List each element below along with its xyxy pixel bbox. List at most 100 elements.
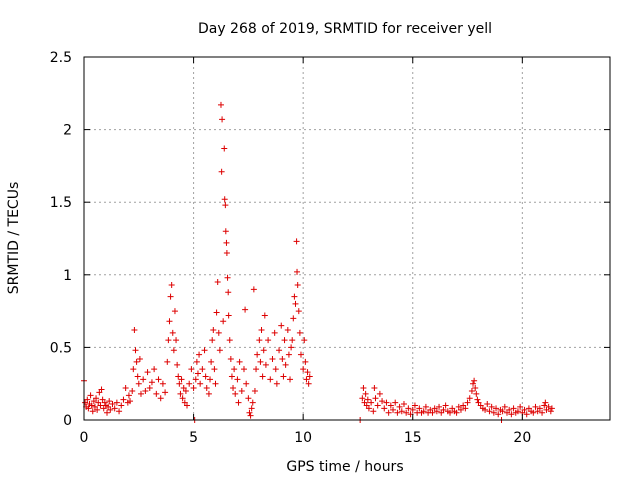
data-point	[146, 385, 153, 392]
x-tick-label: 10	[294, 430, 312, 446]
data-point	[517, 403, 524, 410]
grid	[84, 57, 610, 420]
data-point	[87, 392, 94, 399]
data-point	[482, 406, 489, 413]
data-point	[151, 366, 158, 373]
data-point	[473, 390, 480, 397]
y-tick-label: 1.5	[50, 195, 72, 211]
data-point	[490, 409, 497, 416]
data-point	[466, 395, 473, 402]
data-point	[510, 405, 517, 412]
data-point	[175, 373, 182, 380]
data-point	[532, 403, 539, 410]
data-point	[101, 399, 108, 406]
data-point	[155, 376, 162, 383]
data-point	[292, 300, 299, 307]
data-point	[295, 308, 302, 315]
data-point	[211, 366, 218, 373]
data-point	[89, 408, 96, 415]
data-point	[376, 390, 383, 397]
data-point	[253, 366, 260, 373]
data-point	[302, 358, 309, 365]
data-point	[501, 403, 508, 410]
data-point	[409, 406, 416, 413]
data-point	[265, 337, 272, 344]
data-point	[403, 409, 410, 416]
data-point	[294, 268, 301, 275]
data-point	[169, 329, 176, 336]
data-point	[168, 281, 175, 288]
data-point	[137, 390, 144, 397]
data-point	[240, 366, 247, 373]
y-tick-label: 0.5	[50, 340, 72, 356]
data-point	[400, 401, 407, 408]
data-point	[194, 370, 201, 377]
data-point	[242, 306, 249, 313]
data-point	[440, 406, 447, 413]
data-point	[127, 398, 134, 405]
data-point	[134, 373, 141, 380]
data-point	[392, 399, 399, 406]
data-point	[530, 409, 537, 416]
data-point	[218, 168, 225, 175]
data-point	[203, 385, 210, 392]
data-point	[257, 358, 264, 365]
data-point	[201, 347, 208, 354]
data-point	[248, 405, 255, 412]
data-point	[499, 408, 506, 415]
data-point	[171, 308, 178, 315]
data-point	[178, 376, 185, 383]
data-point	[217, 101, 224, 108]
data-point	[269, 356, 276, 363]
data-point	[228, 373, 235, 380]
data-point	[296, 329, 303, 336]
data-point	[97, 402, 104, 409]
data-point	[548, 405, 555, 412]
data-point	[545, 403, 552, 410]
y-tick-label: 2.5	[50, 50, 72, 66]
data-point	[182, 387, 189, 394]
data-point	[238, 387, 245, 394]
data-point	[232, 390, 239, 397]
data-point	[471, 377, 478, 384]
data-point	[514, 408, 521, 415]
data-point	[221, 145, 228, 152]
x-tick-label: 0	[80, 430, 89, 446]
data-point	[493, 405, 500, 412]
data-point	[436, 403, 443, 410]
data-point	[362, 390, 369, 397]
data-point	[447, 409, 454, 416]
data-point	[542, 399, 549, 406]
x-tick-label: 15	[404, 430, 422, 446]
data-point	[256, 337, 263, 344]
data-point	[129, 387, 136, 394]
data-point	[285, 351, 292, 358]
data-point	[174, 361, 181, 368]
data-point	[442, 402, 449, 409]
data-point	[179, 395, 186, 402]
data-point	[385, 409, 392, 416]
data-point	[221, 196, 228, 203]
data-point	[177, 390, 184, 397]
data-point	[98, 386, 105, 393]
series-layer	[81, 101, 555, 423]
y-tick-label: 1	[63, 268, 72, 284]
data-point	[291, 293, 298, 300]
data-point	[271, 329, 278, 336]
data-point	[167, 293, 174, 300]
data-point	[288, 344, 295, 351]
data-point	[394, 409, 401, 416]
data-point	[301, 337, 308, 344]
data-point	[193, 358, 200, 365]
data-point	[226, 337, 233, 344]
data-point	[258, 326, 265, 333]
data-point	[304, 369, 311, 376]
data-point	[249, 399, 256, 406]
data-point	[374, 402, 381, 409]
data-point	[254, 351, 261, 358]
data-point	[396, 403, 403, 410]
data-point	[188, 366, 195, 373]
data-point	[247, 412, 254, 419]
data-point	[472, 385, 479, 392]
